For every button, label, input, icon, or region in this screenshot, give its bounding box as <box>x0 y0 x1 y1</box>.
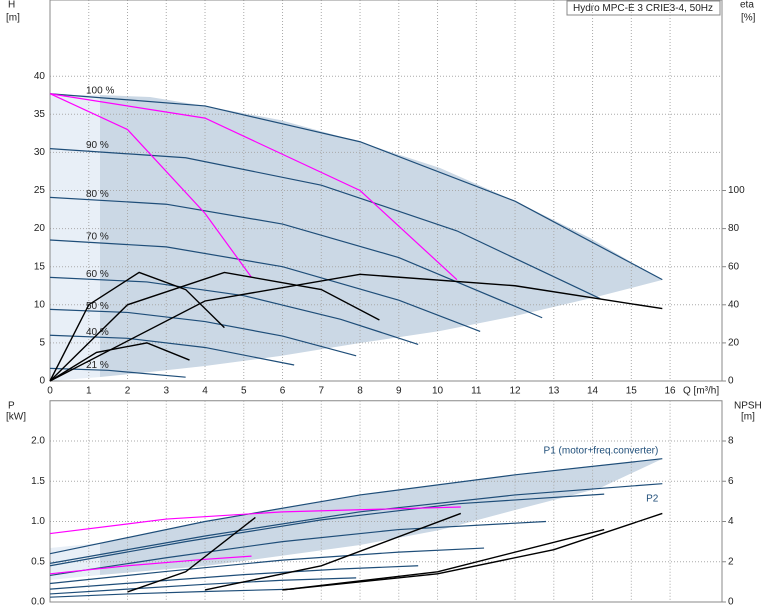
curve <box>49 273 663 382</box>
x-tick-label: 5 <box>241 386 247 397</box>
curve <box>49 276 419 345</box>
curve <box>49 334 295 366</box>
x-tick-label: 10 <box>432 386 444 397</box>
curve-label: 60 % <box>86 269 109 280</box>
y2-tick-label: 20 <box>728 338 740 349</box>
curve <box>49 147 601 300</box>
curve <box>282 512 663 591</box>
y2-tick-label: 0 <box>728 376 734 387</box>
y2-tick-label: 100 <box>728 185 745 196</box>
y-tick-label: 40 <box>34 71 46 82</box>
y2-label: NPSH <box>734 401 762 412</box>
x-tick-label: 12 <box>509 386 521 397</box>
y-tick-label: 1.0 <box>31 516 45 527</box>
curve-label: P1 (motor+freq.converter) <box>544 445 659 456</box>
y2-tick-label: 80 <box>728 223 740 234</box>
chart-title: Hydro MPC-E 3 CRIE3-4, 50Hz <box>573 3 713 14</box>
y-label: H <box>8 0 15 11</box>
y-tick-label: 25 <box>34 185 46 196</box>
curve <box>49 196 543 319</box>
y-tick-label: 20 <box>34 223 46 234</box>
curve <box>49 271 380 382</box>
y2-tick-label: 6 <box>728 476 734 487</box>
curve <box>49 493 605 567</box>
x-tick-label: 9 <box>396 386 402 397</box>
x-tick-label: 2 <box>125 386 131 397</box>
curve <box>127 516 256 593</box>
y-tick-label: 30 <box>34 147 46 158</box>
x-tick-label: 7 <box>318 386 324 397</box>
title-box <box>566 0 721 16</box>
y2-label: eta <box>740 0 754 11</box>
x-tick-label: 16 <box>665 386 677 397</box>
curve-label: 100 % <box>86 85 114 96</box>
y-tick-label: 0 <box>39 376 45 387</box>
y-tick-label: 0.0 <box>31 597 45 608</box>
curve <box>49 93 458 281</box>
y2-tick-label: 40 <box>728 299 740 310</box>
y-tick-label: 15 <box>34 261 46 272</box>
curve <box>49 555 252 575</box>
curve <box>49 483 663 564</box>
y-tick-label: 1.5 <box>31 476 45 487</box>
curve <box>49 520 547 577</box>
y2-tick-label: 8 <box>728 436 734 447</box>
y-label: P <box>8 401 15 412</box>
y-tick-label: 35 <box>34 109 46 120</box>
plot-frame <box>49 400 723 603</box>
curve <box>49 506 461 535</box>
y-tick-label: 10 <box>34 299 46 310</box>
curve <box>49 588 295 598</box>
x-tick-label: 1 <box>86 386 92 397</box>
curve-label: 90 % <box>86 140 109 151</box>
y2-tick-label: 4 <box>728 516 734 527</box>
y2-tick-label: 2 <box>728 556 734 567</box>
operating-area <box>100 95 662 377</box>
curve-label: 40 % <box>86 327 109 338</box>
curve <box>49 565 419 590</box>
x-tick-label: 4 <box>202 386 208 397</box>
y-unit: [m] <box>6 13 20 24</box>
x-tick-label: 13 <box>548 386 560 397</box>
operating-area <box>100 459 662 575</box>
curve <box>49 239 481 333</box>
curve <box>204 512 462 591</box>
curve <box>49 547 485 585</box>
y2-unit: [%] <box>741 13 756 24</box>
curve <box>49 93 253 278</box>
y-unit: [kW] <box>6 412 26 423</box>
x-label: Q [m³/h] <box>683 386 719 397</box>
y2-tick-label: 60 <box>728 261 740 272</box>
x-tick-label: 6 <box>280 386 286 397</box>
curve <box>49 271 225 382</box>
x-tick-label: 15 <box>626 386 638 397</box>
plot-frame <box>49 0 723 382</box>
curve <box>49 458 663 555</box>
curve-label: 21 % <box>86 360 109 371</box>
y2-tick-label: 0 <box>728 597 734 608</box>
x-tick-label: 11 <box>471 386 482 397</box>
x-tick-label: 8 <box>357 386 363 397</box>
x-tick-label: 3 <box>163 386 169 397</box>
x-tick-label: 0 <box>47 386 53 397</box>
x-tick-label: 14 <box>587 386 599 397</box>
curve <box>49 577 357 595</box>
y-tick-label: 5 <box>39 338 45 349</box>
curve <box>49 93 663 281</box>
curve <box>49 308 357 357</box>
y2-unit: [m] <box>741 412 755 423</box>
y-tick-label: 0.5 <box>31 556 45 567</box>
curve <box>49 342 190 382</box>
curve-label: 70 % <box>86 232 109 243</box>
curve-label: 50 % <box>86 301 109 312</box>
curve-label: P2 <box>646 493 659 504</box>
y-tick-label: 2.0 <box>31 436 45 447</box>
curve-label: 80 % <box>86 189 109 200</box>
